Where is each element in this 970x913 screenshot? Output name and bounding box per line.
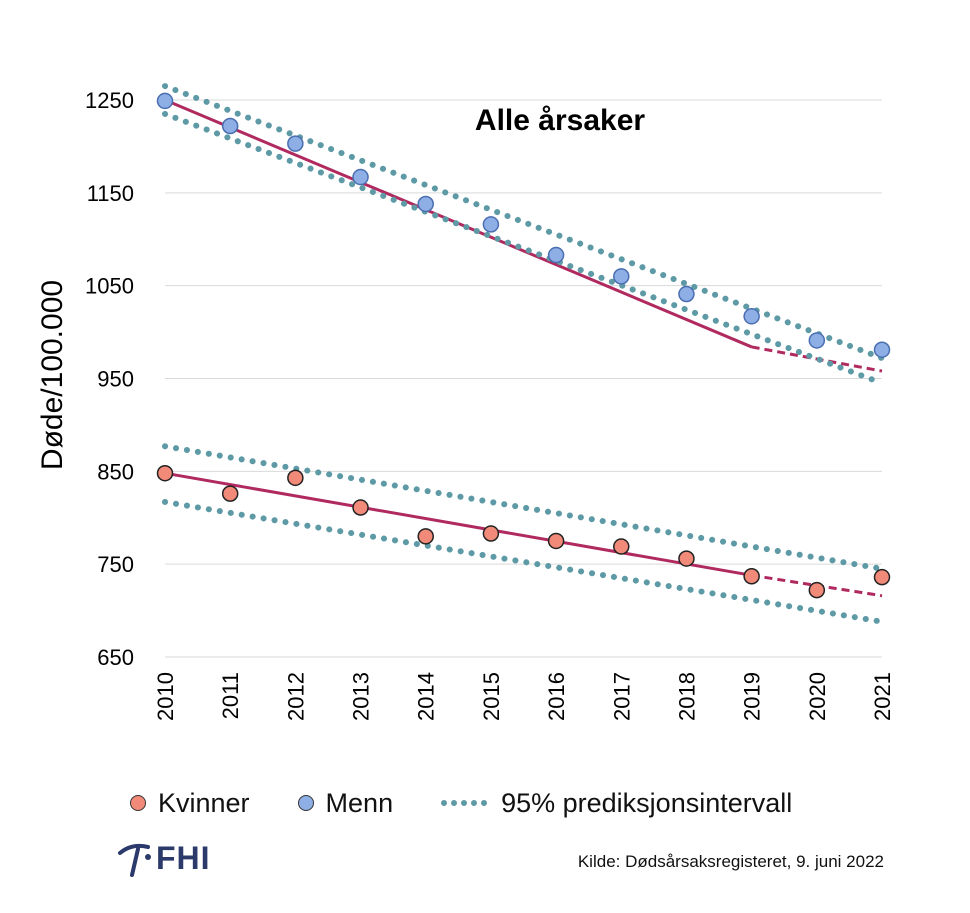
y-axis-label: Døde/100.000	[36, 280, 69, 470]
y-tick-label: 1150	[87, 181, 134, 206]
x-tick-label: 2013	[349, 672, 374, 721]
point-kvinner	[417, 528, 434, 545]
point-menn	[547, 246, 565, 264]
kvinner-marker-icon	[130, 795, 146, 811]
x-tick-label: 2015	[479, 672, 504, 721]
point-kvinner	[156, 464, 174, 482]
point-menn	[482, 216, 500, 233]
trend-line-kvinner	[164, 471, 752, 577]
x-tick-label: 2017	[609, 672, 634, 721]
x-tick-label: 2019	[740, 672, 765, 721]
dotted-line-icon	[441, 800, 491, 806]
y-tick-label: 1050	[85, 274, 134, 299]
point-kvinner	[808, 581, 826, 599]
point-menn	[352, 168, 369, 186]
source-note: Kilde: Dødsårsaksregisteret, 9. juni 202…	[577, 852, 884, 871]
trend-lines	[162, 83, 885, 625]
y-tick-label: 1250	[85, 88, 134, 113]
point-menn	[417, 195, 434, 213]
x-tick-label: 2010	[153, 672, 178, 721]
point-kvinner	[221, 485, 239, 502]
x-tick-label: 2011	[218, 672, 243, 719]
y-axis-ticks: 650 750 850 950 1050 1150 1250	[85, 88, 134, 670]
x-tick-label: 2016	[544, 672, 569, 721]
y-tick-label: 650	[97, 645, 134, 670]
point-kvinner	[287, 469, 304, 487]
point-kvinner	[873, 568, 891, 586]
legend-label-interval: 95% prediksjonsintervall	[501, 787, 793, 818]
point-kvinner	[482, 525, 500, 542]
legend-item-interval: 95% prediksjonsintervall	[441, 788, 792, 819]
y-tick-label: 850	[97, 459, 134, 484]
x-axis-ticks: 2010 2011 2012 2013 2014 2015 2016 2017 2018 2019…	[153, 672, 895, 721]
legend-label-menn: Menn	[325, 787, 394, 818]
point-menn	[287, 135, 304, 152]
gridlines	[165, 99, 882, 658]
legend: Kvinner Menn 95% prediksjonsintervall	[130, 783, 792, 823]
point-menn	[808, 332, 826, 349]
legend-label-kvinner: Kvinner	[158, 787, 250, 818]
point-kvinner	[352, 499, 369, 516]
fhi-logo: FHI	[118, 840, 211, 877]
point-menn	[613, 268, 630, 285]
prediction-interval-pi-lower-kvinner	[162, 498, 885, 625]
x-tick-label: 2021	[870, 672, 895, 721]
point-menn	[873, 341, 891, 358]
data-points	[156, 92, 891, 599]
chart-title: Alle årsaker	[475, 104, 645, 137]
point-menn	[156, 92, 174, 110]
logo-text: FHI	[156, 840, 211, 876]
point-kvinner	[743, 567, 760, 585]
x-tick-label: 2020	[805, 672, 830, 721]
y-tick-label: 750	[97, 552, 134, 577]
legend-item-menn: Menn	[297, 787, 394, 819]
point-menn	[221, 117, 239, 135]
point-kvinner	[678, 550, 695, 567]
point-menn	[678, 285, 695, 303]
x-tick-label: 2012	[283, 672, 308, 721]
point-kvinner	[547, 532, 565, 550]
point-kvinner	[613, 538, 630, 555]
fhi-logo-icon	[118, 843, 151, 877]
prediction-interval-pi-upper-kvinner	[162, 443, 885, 572]
x-tick-label: 2014	[414, 672, 439, 721]
legend-item-kvinner: Kvinner	[130, 788, 250, 819]
y-tick-label: 950	[97, 367, 134, 392]
x-tick-label: 2018	[674, 672, 699, 721]
menn-marker-icon	[297, 795, 314, 811]
prediction-interval-pi-lower-menn	[162, 110, 885, 387]
point-menn	[743, 308, 760, 325]
